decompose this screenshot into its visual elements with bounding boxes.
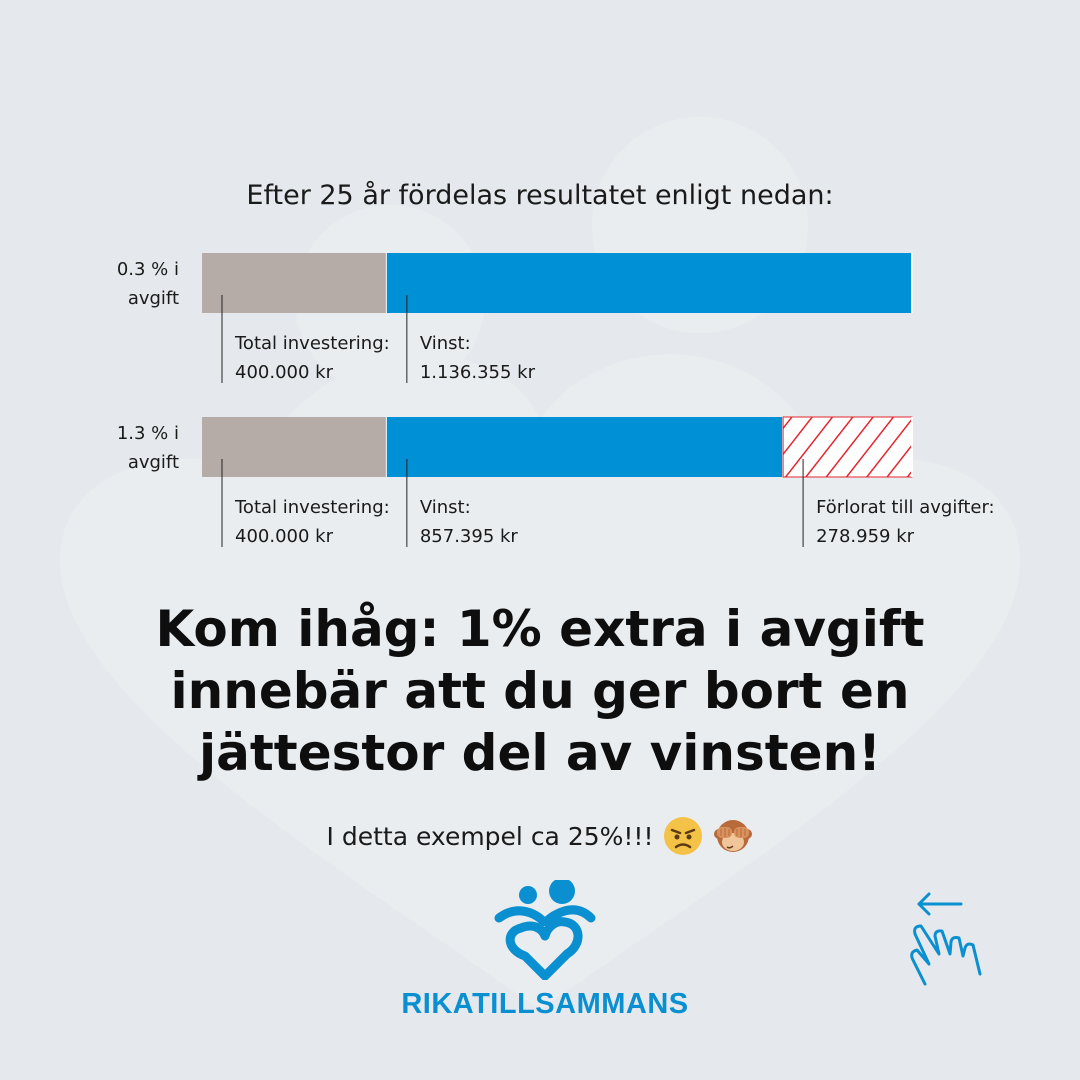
row-label: avgift bbox=[128, 288, 179, 309]
segment-amount: 400.000 kr bbox=[235, 362, 334, 383]
headline: Kom ihåg: 1% extra i avgift innebär att … bbox=[155, 600, 925, 782]
segment-title: Vinst: bbox=[420, 497, 471, 518]
segment-title: Förlorat till avgifter: bbox=[816, 497, 995, 518]
segment-title: Vinst: bbox=[420, 333, 471, 354]
bar-segment-investment bbox=[202, 417, 387, 477]
row-label: 0.3 % i bbox=[117, 259, 179, 280]
stacked-bar-chart: 0.3 % i avgift Total investering: 400.000 k… bbox=[117, 253, 995, 547]
bar-segment-fees bbox=[782, 416, 913, 478]
bar-segment-profit bbox=[386, 417, 784, 477]
segment-amount: 1.136.355 kr bbox=[420, 362, 536, 383]
subline-row: I detta exempel ca 25%!!! bbox=[0, 816, 1080, 856]
bar-segment-investment bbox=[202, 253, 387, 313]
brand-name: RIKATILLSAMMANS bbox=[401, 988, 689, 1020]
bar-segment-profit bbox=[386, 253, 912, 313]
subline-text: I detta exempel ca 25%!!! bbox=[326, 821, 654, 851]
row-label: avgift bbox=[128, 452, 179, 473]
see-no-evil-monkey-icon bbox=[714, 820, 753, 852]
family-heart-logo-icon bbox=[494, 878, 596, 981]
chart-intro-text: Efter 25 år fördelas resultatet enligt n… bbox=[246, 180, 834, 211]
brand-logo[interactable]: RIKATILLSAMMANS bbox=[380, 878, 710, 1021]
segment-amount: 278.959 kr bbox=[816, 526, 915, 547]
segment-amount: 857.395 kr bbox=[420, 526, 519, 547]
swipe-left-hand-icon[interactable] bbox=[895, 890, 990, 995]
segment-title: Total investering: bbox=[234, 497, 390, 518]
segment-title: Total investering: bbox=[234, 333, 390, 354]
segment-amount: 400.000 kr bbox=[235, 526, 334, 547]
row-label: 1.3 % i bbox=[117, 423, 179, 444]
angry-face-icon bbox=[664, 817, 703, 855]
